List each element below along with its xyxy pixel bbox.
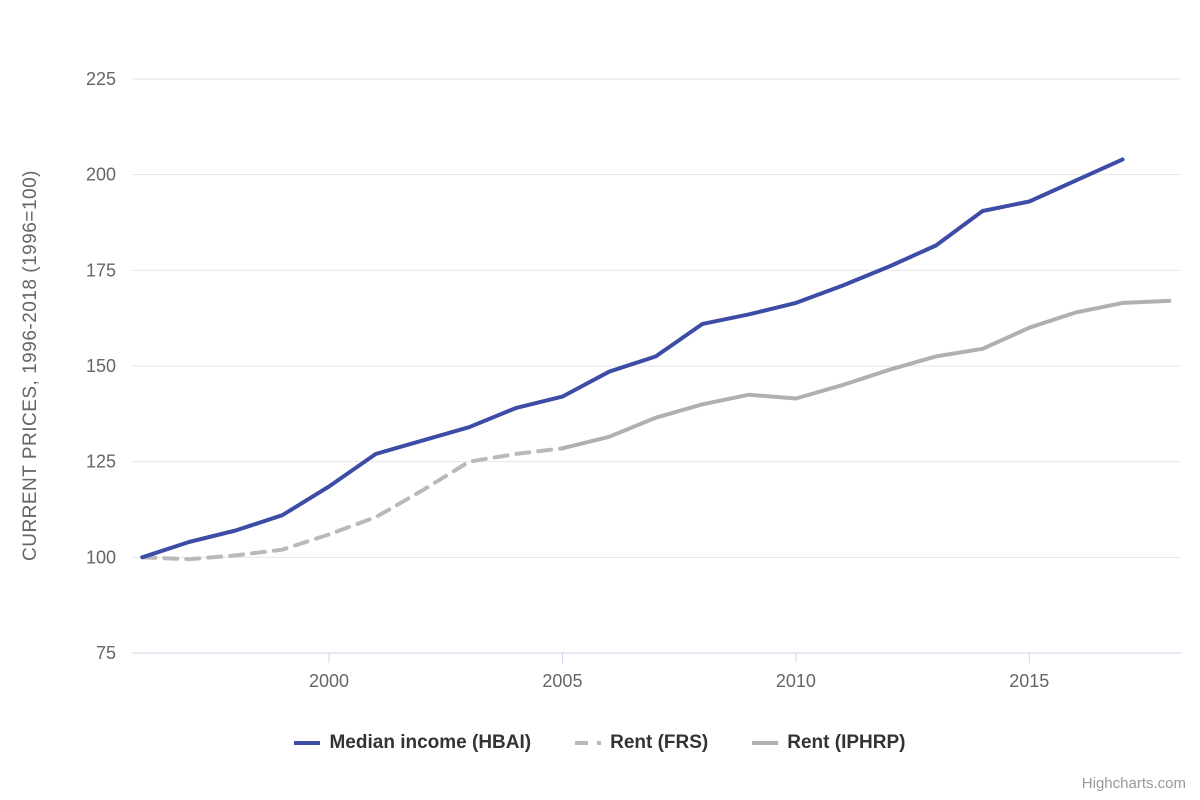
- legend-label: Median income (HBAI): [329, 732, 532, 753]
- y-tick-label: 75: [96, 643, 116, 663]
- legend-line-swatch-solid-gray: [752, 741, 779, 745]
- legend-label: Rent (FRS): [610, 732, 709, 753]
- series-line-rent-frs[interactable]: [140, 446, 565, 562]
- x-tick-label: 2000: [309, 671, 349, 691]
- legend-label: Rent (IPHRP): [787, 732, 906, 753]
- legend-item-rent-iphrp[interactable]: Rent (IPHRP): [752, 732, 906, 754]
- legend-item-rent-frs[interactable]: Rent (FRS): [575, 732, 708, 754]
- legend-item-median-income-hbai[interactable]: Median income (HBAI): [294, 732, 531, 754]
- legend: Median income (HBAI) Rent (FRS) Rent (IP…: [0, 732, 1200, 754]
- series-line-rent-iphrp[interactable]: [560, 298, 1172, 451]
- highcharts-credits-link[interactable]: Highcharts.com: [1081, 775, 1186, 792]
- x-tick-label: 2010: [776, 671, 816, 691]
- y-axis-title: CURRENT PRICES, 1996-2018 (1996=100): [20, 170, 41, 562]
- series-line-median-income-hbai[interactable]: [140, 157, 1125, 560]
- y-tick-label: 125: [86, 452, 116, 472]
- x-tick-label: 2015: [1009, 671, 1049, 691]
- x-tick-label: 2005: [542, 671, 582, 691]
- legend-line-swatch-solid-blue: [294, 741, 321, 745]
- legend-line-swatch-dashed-gray: [575, 741, 602, 745]
- y-tick-label: 225: [86, 69, 116, 89]
- y-tick-label: 200: [86, 165, 116, 185]
- y-tick-label: 150: [86, 356, 116, 376]
- y-tick-label: 100: [86, 547, 116, 567]
- y-tick-label: 175: [86, 260, 116, 280]
